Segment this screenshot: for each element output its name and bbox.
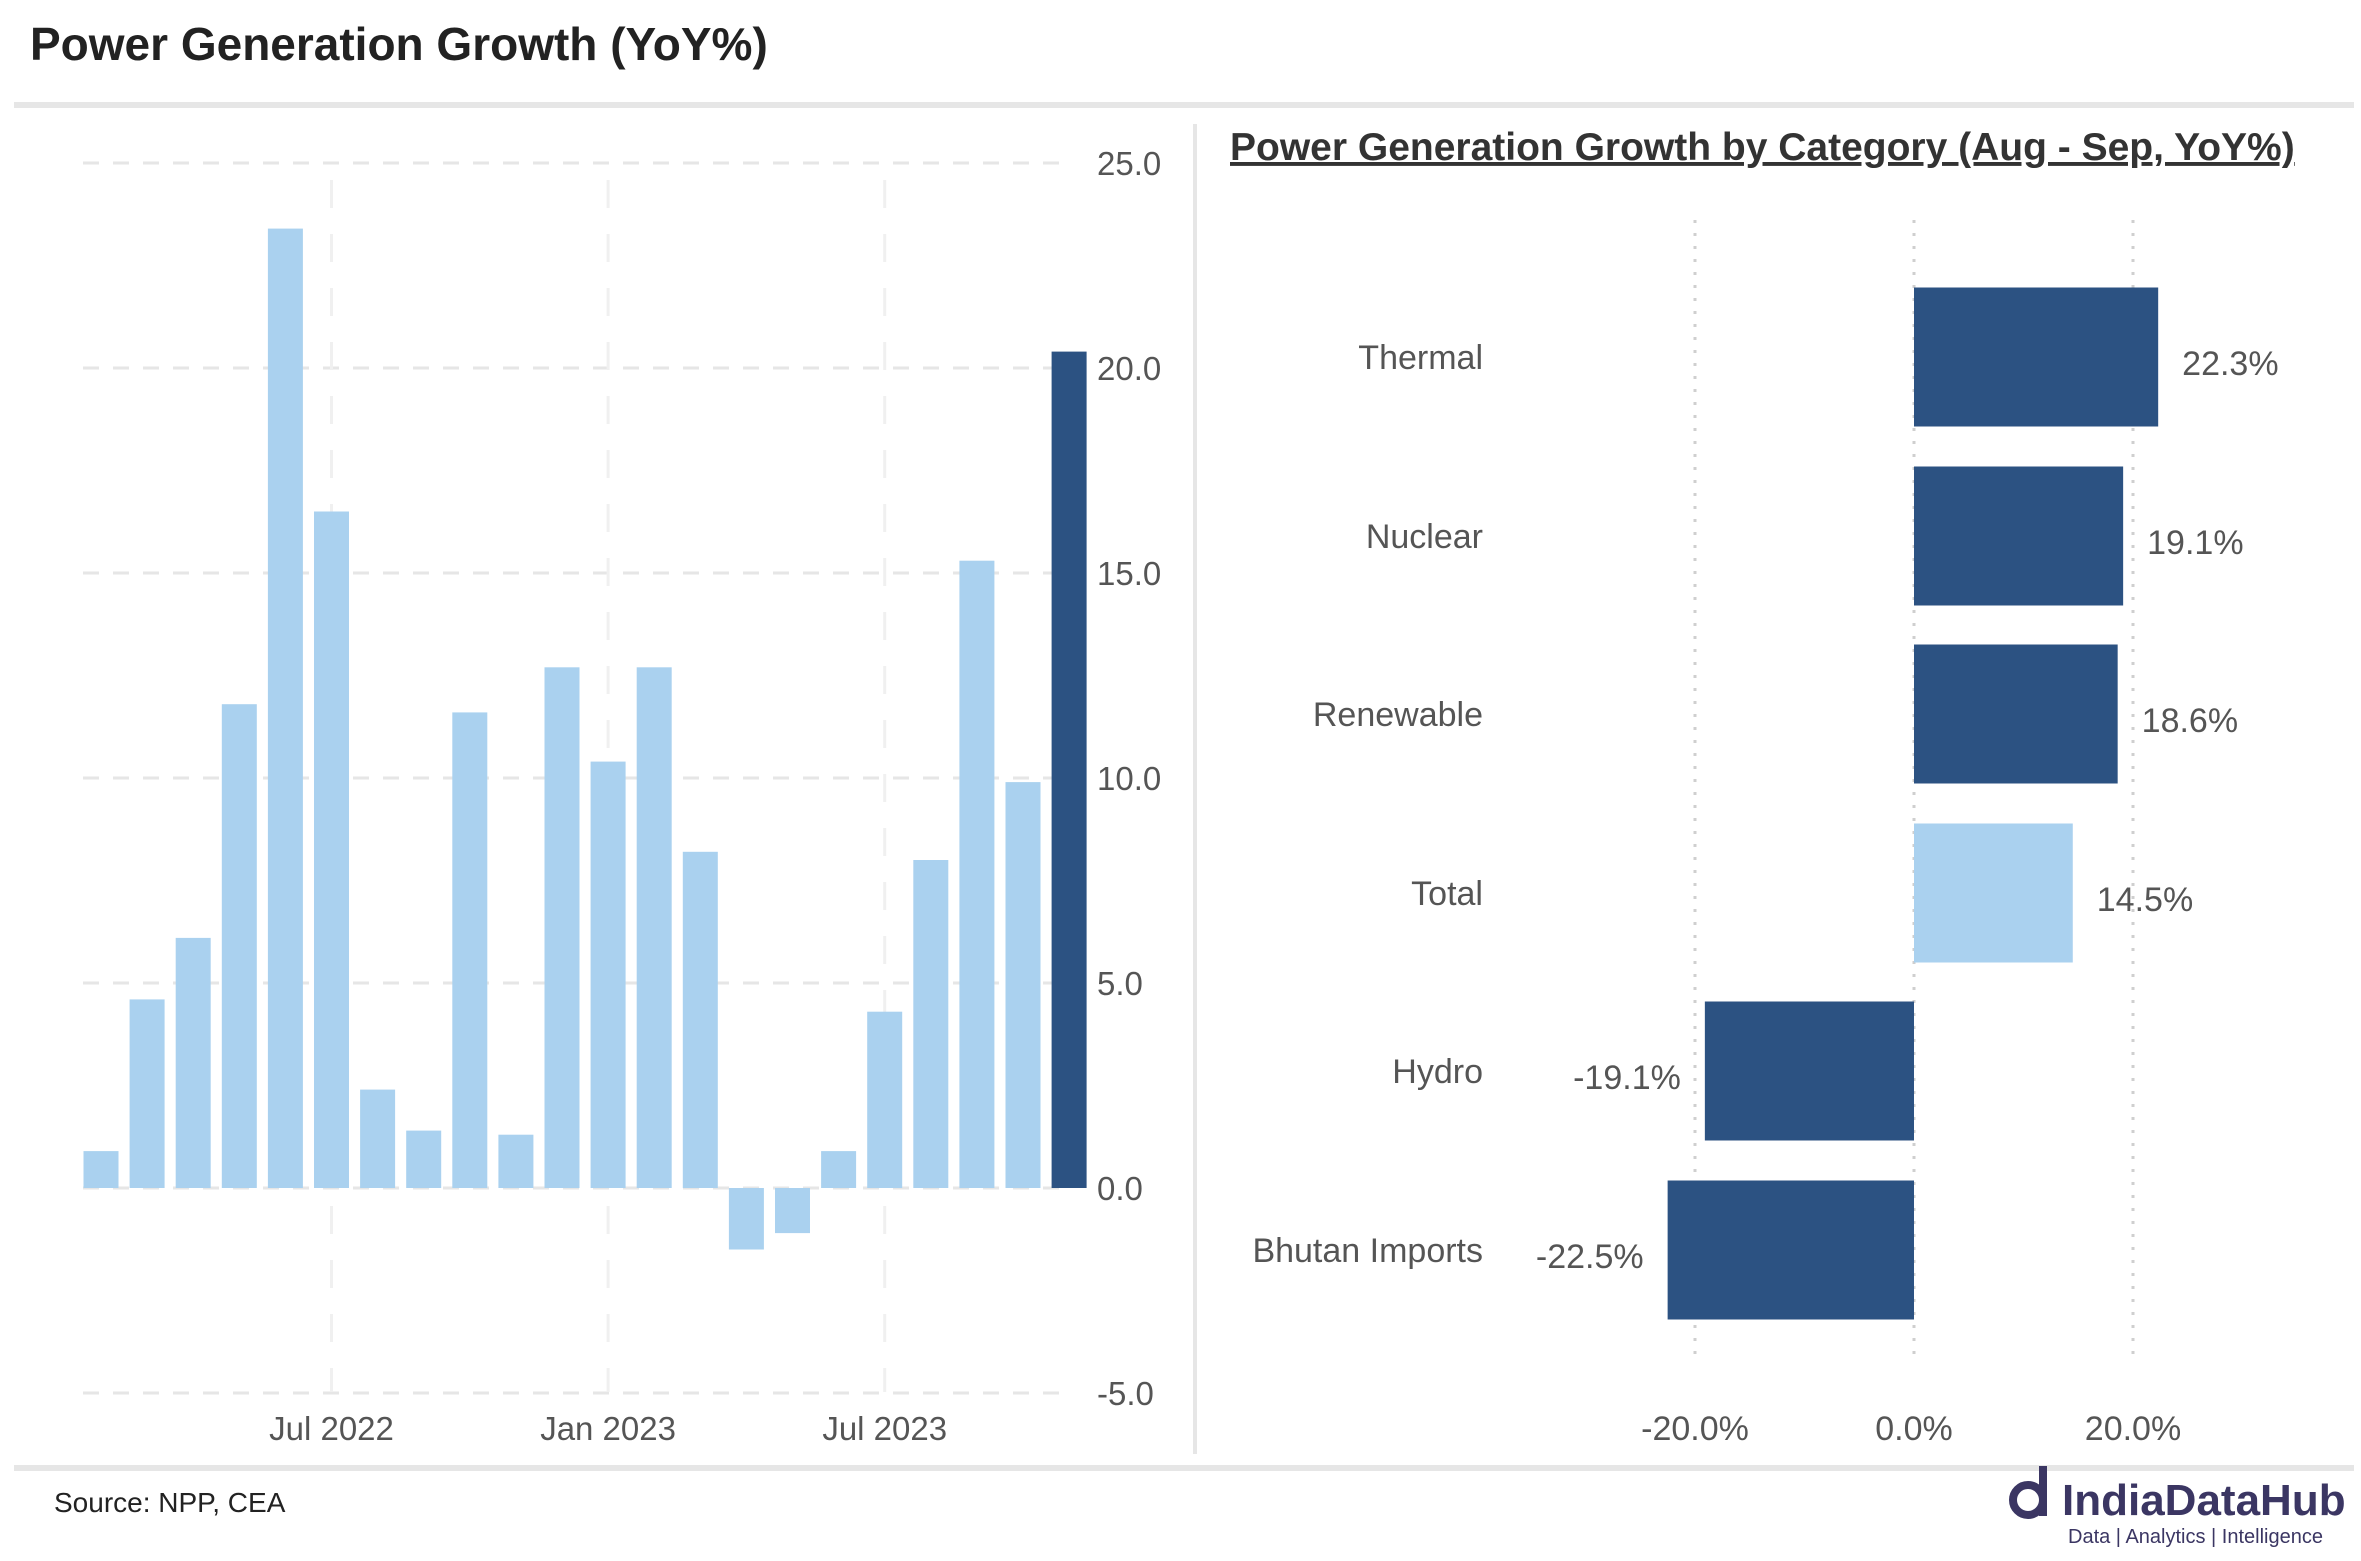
value-label-thermal: 22.3%: [2182, 345, 2278, 383]
category-label-total: Total: [1411, 875, 1483, 913]
bar-hydro: [1704, 1001, 1914, 1141]
bottom-divider: [14, 1465, 2354, 1471]
category-label-bhutan-imports: Bhutan Imports: [1252, 1232, 1483, 1270]
value-label-nuclear: 19.1%: [2147, 524, 2243, 562]
logo-name: IndiaDataHub: [2062, 1476, 2346, 1525]
page-title: Power Generation Growth (YoY%): [30, 18, 768, 70]
monthly-growth-chart: 25.0 20.0 15.0 10.0 5.0 0.0 -5.0 Jul 2022 Jan 20…: [83, 145, 1161, 1447]
category-label-hydro: Hydro: [1392, 1053, 1483, 1091]
value-label-bhutan-imports: -22.5%: [1536, 1238, 1644, 1276]
bar-apr-2023: [728, 1188, 764, 1250]
y-tick-label: 25.0: [1097, 145, 1161, 182]
bar-nov-2022: [498, 1134, 534, 1188]
logo-tagline: Data | Analytics | Intelligence: [2068, 1526, 2323, 1548]
x-tick-label: -20.0%: [1641, 1410, 1749, 1448]
category-label-thermal: Thermal: [1358, 339, 1483, 377]
logo-mark-icon: [2009, 1466, 2047, 1519]
bar-renewable: [1914, 644, 2118, 784]
category-chart-title: Power Generation Growth by Category (Aug…: [1230, 126, 2295, 169]
bar-jun-2022: [267, 228, 303, 1189]
bar-total: [1914, 823, 2073, 963]
bar-mar-2022: [129, 999, 165, 1188]
source-note: Source: NPP, CEA: [54, 1487, 286, 1518]
x-tick-label: Jul 2023: [822, 1410, 947, 1447]
value-label-renewable: 18.6%: [2142, 702, 2238, 740]
value-label-total: 14.5%: [2097, 881, 2193, 919]
bar-feb-2023: [636, 667, 672, 1188]
bar-dec-2022: [544, 667, 580, 1188]
panel-divider: [1193, 124, 1197, 1454]
bar-nov-2023: [1051, 351, 1087, 1189]
y-tick-label: 0.0: [1097, 1170, 1143, 1207]
bar-jul-2022: [314, 511, 349, 1188]
x-tick-label: Jul 2022: [269, 1410, 394, 1447]
bar-aug-2023: [913, 860, 949, 1188]
x-tick-label: Jan 2023: [540, 1410, 676, 1447]
y-tick-label: 20.0: [1097, 350, 1161, 387]
y-tick-label: 5.0: [1097, 965, 1143, 1002]
top-divider: [14, 102, 2354, 108]
bar-sep-2022: [406, 1130, 442, 1188]
bar-oct-2022: [452, 712, 488, 1188]
category-label-renewable: Renewable: [1313, 696, 1483, 734]
bar-jul-2023: [867, 1011, 903, 1188]
value-label-hydro: -19.1%: [1573, 1059, 1681, 1097]
logo: IndiaDataHub Data | Analytics | Intellig…: [2009, 1466, 2346, 1548]
bar-oct-2023: [1005, 782, 1041, 1188]
y-tick-label: 15.0: [1097, 555, 1161, 592]
bar-thermal: [1914, 287, 2159, 427]
bar-may-2023: [775, 1188, 810, 1234]
bar-mar-2023: [682, 851, 718, 1188]
bar-sep-2023: [959, 560, 995, 1188]
y-tick-label: 10.0: [1097, 760, 1161, 797]
category-growth-chart: Power Generation Growth by Category (Aug…: [1230, 126, 2295, 1448]
category-label-nuclear: Nuclear: [1366, 518, 1483, 556]
bar-apr-2022: [175, 937, 211, 1188]
x-tick-label: 0.0%: [1875, 1410, 1953, 1448]
y-tick-label: -5.0: [1097, 1375, 1154, 1412]
bar-may-2022: [221, 704, 257, 1188]
bar-nuclear: [1914, 466, 2124, 606]
bar-feb-2022: [83, 1151, 119, 1188]
bar-aug-2022: [360, 1089, 396, 1188]
x-tick-label: 20.0%: [2085, 1410, 2181, 1448]
bar-jun-2023: [821, 1151, 857, 1188]
bar-jan-2023: [590, 761, 626, 1188]
bar-bhutan-imports: [1667, 1180, 1914, 1320]
